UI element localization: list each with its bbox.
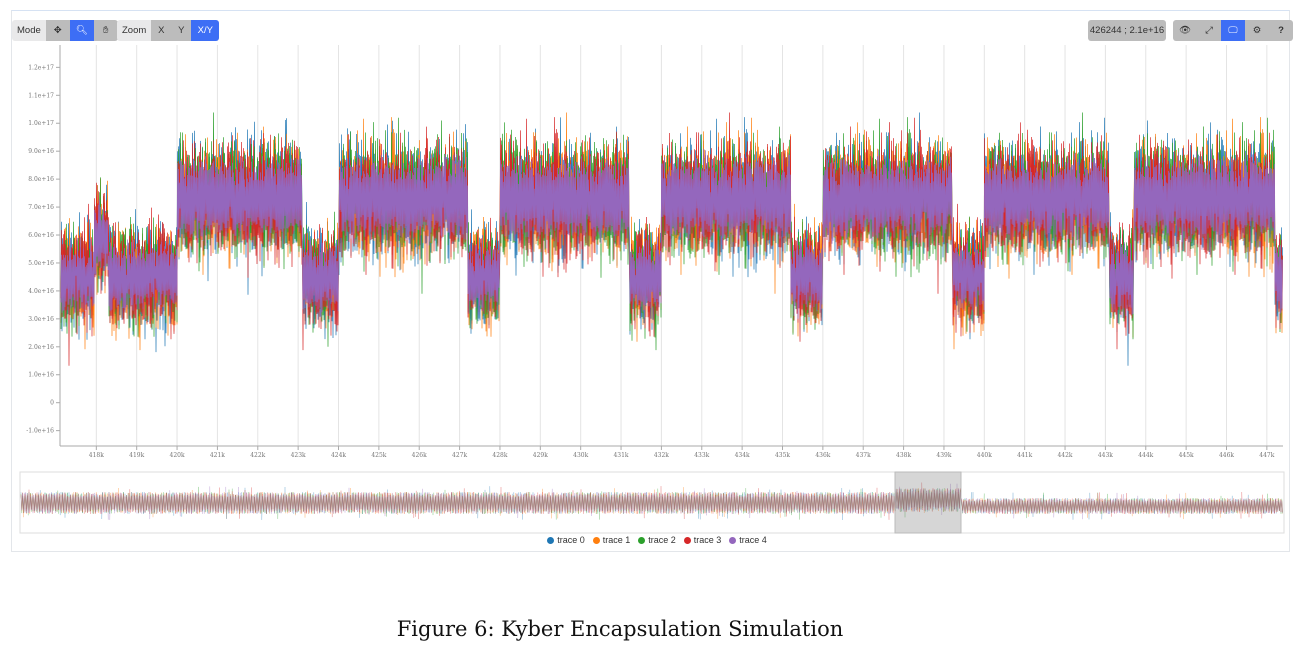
legend-label: trace 3 <box>693 535 722 545</box>
expand-icon: ⤢ <box>1205 25 1213 36</box>
drag-mode-button[interactable]: ✋︎ <box>93 20 118 41</box>
legend-label: trace 2 <box>648 535 676 545</box>
x-tick-label: 440k <box>977 452 992 459</box>
x-tick-label: 443k <box>1098 452 1113 459</box>
help-button[interactable]: ? <box>1269 20 1293 41</box>
y-tick-label: 7.0e+16 <box>28 204 54 211</box>
display-button[interactable]: 🖵 <box>1221 20 1245 41</box>
x-tick-label: 420k <box>170 452 185 459</box>
legend-item[interactable]: trace 3 <box>683 535 722 545</box>
x-tick-label: 438k <box>896 452 911 459</box>
x-tick-label: 441k <box>1017 452 1032 459</box>
eye-icon: 👁︎ <box>1178 25 1192 36</box>
y-tick-label: 1.0e+16 <box>28 372 54 379</box>
view-group: 👁︎ ⤢ 🖵 ⚙ ? <box>1173 20 1293 41</box>
zoom-xy-button[interactable]: X/Y <box>191 20 220 41</box>
x-tick-label: 426k <box>412 452 427 459</box>
legend-item[interactable]: trace 1 <box>592 535 631 545</box>
y-tick-label: 2.0e+16 <box>28 344 54 351</box>
range-navigator[interactable] <box>19 471 1285 534</box>
x-tick-label: 424k <box>331 452 346 459</box>
coordinate-readout: 426244 ; 2.1e+16 <box>1088 20 1166 41</box>
x-tick-label: 439k <box>936 452 951 459</box>
plot-panel <box>11 10 1290 552</box>
legend-marker <box>729 536 737 544</box>
y-tick-label: 6.0e+16 <box>28 232 54 239</box>
x-tick-label: 423k <box>291 452 306 459</box>
legend-marker <box>547 536 555 544</box>
navigator-selection[interactable] <box>894 471 962 534</box>
legend-item[interactable]: trace 0 <box>547 535 585 545</box>
y-tick-label: 5.0e+16 <box>28 260 54 267</box>
trace-line-4 <box>60 148 1283 319</box>
navigator-trace-4 <box>20 483 1283 520</box>
y-tick-label: 1.1e+17 <box>28 92 54 99</box>
zoom-x-button[interactable]: X <box>151 20 172 41</box>
visibility-button[interactable]: 👁︎ <box>1173 20 1197 41</box>
x-tick-label: 422k <box>250 452 265 459</box>
navigator-trace-0 <box>20 486 1283 521</box>
x-tick-label: 444k <box>1138 452 1153 459</box>
help-icon: ? <box>1278 25 1284 36</box>
gear-icon: ⚙ <box>1252 25 1262 36</box>
y-tick-label: 1.0e+17 <box>28 120 54 127</box>
x-tick-label: 433k <box>694 452 709 459</box>
x-tick-label: 446k <box>1219 452 1234 459</box>
legend-label: trace 0 <box>557 535 585 545</box>
legend-marker <box>638 536 646 544</box>
x-tick-label: 442k <box>1057 452 1072 459</box>
x-tick-label: 418k <box>89 452 104 459</box>
search-icon: 🔍︎ <box>75 25 88 36</box>
x-tick-label: 437k <box>856 452 871 459</box>
legend-item[interactable]: trace 4 <box>729 535 767 545</box>
legend-label: trace 4 <box>739 535 767 545</box>
fullscreen-button[interactable]: ⤢ <box>1197 20 1221 41</box>
x-tick-label: 429k <box>533 452 548 459</box>
zoom-mode-button[interactable]: 🔍︎ <box>69 20 94 41</box>
settings-button[interactable]: ⚙ <box>1245 20 1269 41</box>
zoom-label: Zoom <box>117 20 152 41</box>
x-tick-label: 427k <box>452 452 467 459</box>
legend-label: trace 1 <box>602 535 631 545</box>
x-tick-label: 431k <box>613 452 628 459</box>
x-tick-label: 432k <box>654 452 669 459</box>
y-tick-label: 3.0e+16 <box>28 316 54 323</box>
legend-item[interactable]: trace 2 <box>638 535 676 545</box>
chart[interactable]: 418k 419k 420k 421k 422k 423k 424k 425k 426k 427k… <box>0 0 1314 560</box>
navigator-trace-3 <box>20 482 1283 520</box>
move-icon: ✥ <box>53 25 62 36</box>
zoom-y-button[interactable]: Y <box>171 20 192 41</box>
x-tick-label: 434k <box>735 452 750 459</box>
mode-label: Mode <box>12 20 46 41</box>
x-tick-label: 447k <box>1259 452 1274 459</box>
y-tick-label: 4.0e+16 <box>28 288 54 295</box>
pan-mode-button[interactable]: ✥ <box>45 20 70 41</box>
x-tick-label: 435k <box>775 452 790 459</box>
x-tick-label: 419k <box>129 452 144 459</box>
monitor-icon: 🖵 <box>1228 25 1238 36</box>
y-tick-label: 8.0e+16 <box>28 176 54 183</box>
zoom-group: Zoom X Y X/Y <box>117 20 220 41</box>
mode-group: Mode ✥ 🔍︎ ✋︎ <box>12 20 118 41</box>
x-tick-label: 425k <box>371 452 386 459</box>
x-tick-label: 436k <box>815 452 830 459</box>
x-tick-label: 430k <box>573 452 588 459</box>
hand-icon: ✋︎ <box>103 25 109 36</box>
legend: trace 0 trace 1 trace 2 trace 3 trace 4 <box>0 535 1314 545</box>
navigator-trace-1 <box>20 487 1283 520</box>
legend-marker <box>683 536 691 544</box>
y-tick-label: 0 <box>50 400 54 407</box>
y-tick-label: 9.0e+16 <box>28 148 54 155</box>
figure-caption: Figure 6: Kyber Encapsulation Simulation <box>396 617 844 641</box>
navigator-trace-2 <box>20 486 1283 520</box>
y-tick-label: -1.0e+16 <box>26 428 54 435</box>
legend-marker <box>592 536 600 544</box>
x-tick-label: 428k <box>492 452 507 459</box>
x-tick-label: 445k <box>1179 452 1194 459</box>
y-tick-label: 1.2e+17 <box>28 64 54 71</box>
x-tick-label: 421k <box>210 452 225 459</box>
